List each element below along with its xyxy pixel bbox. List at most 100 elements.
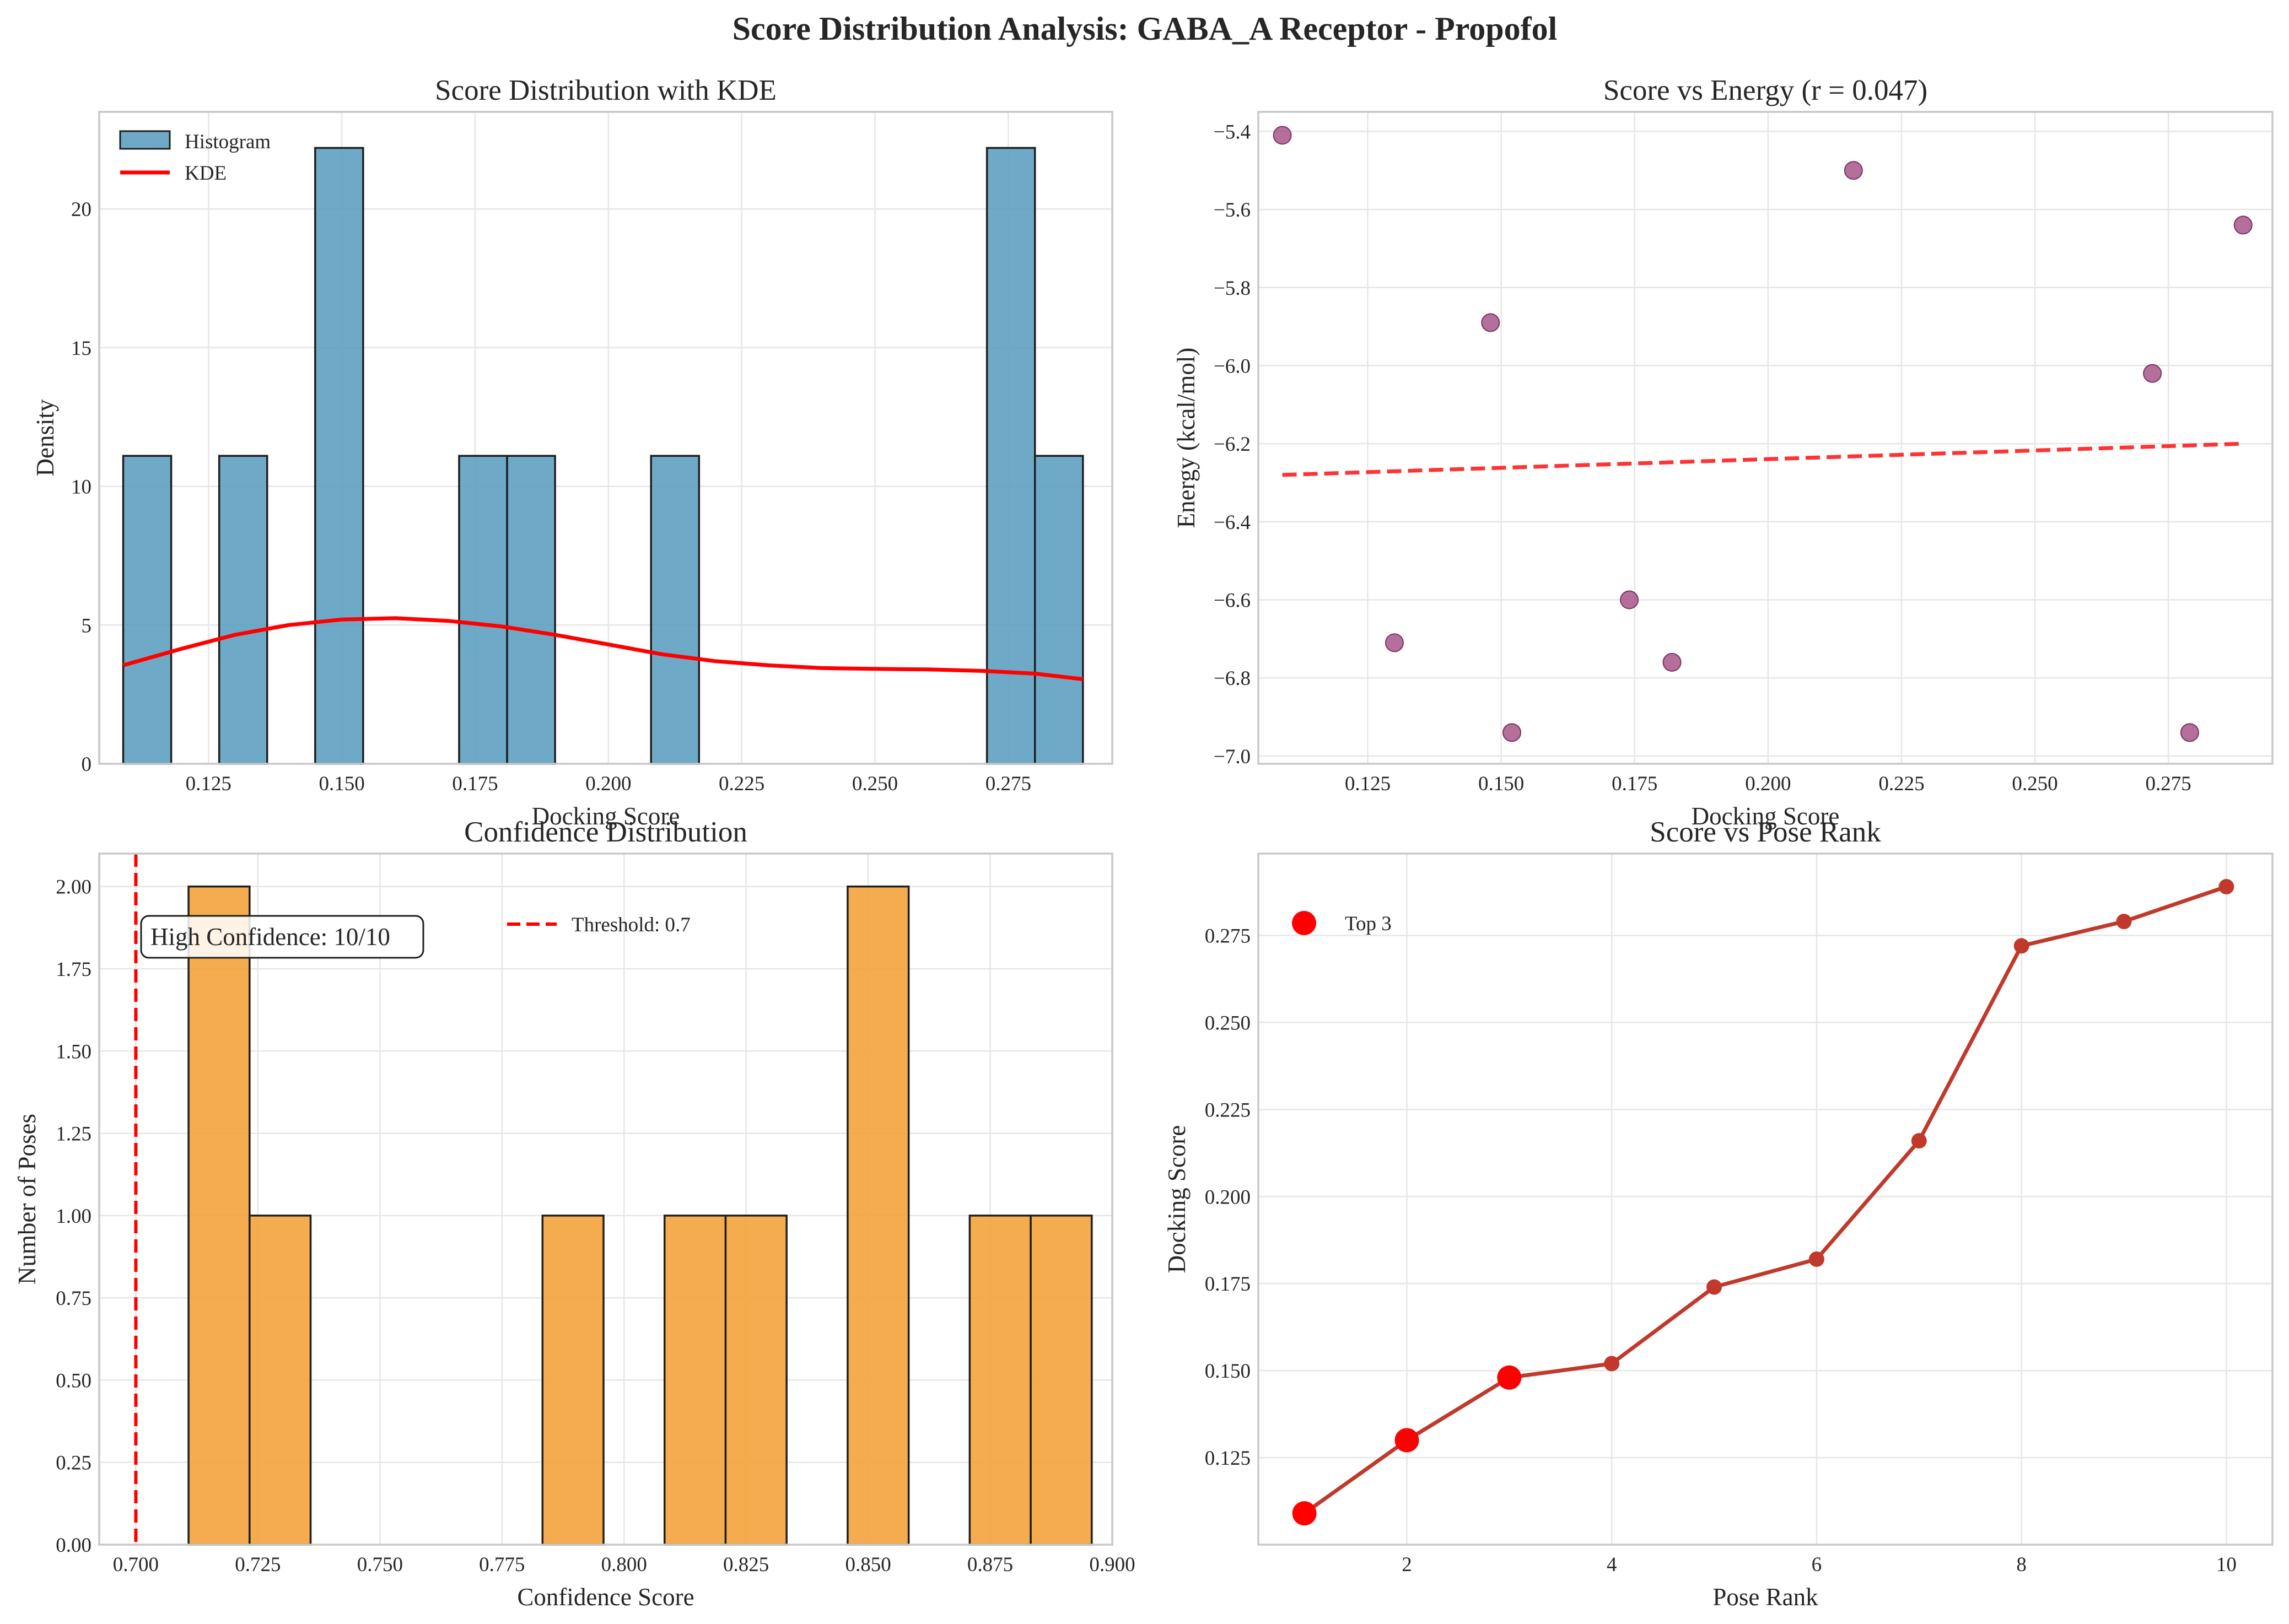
x-tick-label: 0.125 — [186, 773, 231, 795]
confidence-bar — [724, 1215, 788, 1546]
top3-point — [1497, 1365, 1522, 1390]
rank-point — [2013, 938, 2029, 954]
rank-point — [2218, 879, 2234, 895]
confidence-bar — [249, 1215, 312, 1546]
histogram-bar — [1033, 455, 1084, 765]
y-tick-label: 10 — [71, 476, 91, 499]
annotation-high-confidence: High Confidence: 10/10 — [150, 923, 390, 951]
p4-legend: Top 3 — [1292, 911, 1392, 935]
x-tick-label: 0.250 — [852, 773, 898, 795]
top3-point — [1292, 1501, 1317, 1526]
annotation-box — [140, 915, 424, 959]
p3-xticks: 0.700 0.725 0.750 0.775 0.800 0.825 0.850 0.875… — [113, 1553, 1135, 1576]
x-tick-label: 0.900 — [1089, 1553, 1135, 1576]
p3-yticks: 0.00 0.25 0.50 0.75 1.00 1.25 1.50 1.75 2.00 — [56, 876, 91, 1557]
p1-ylabel: Density — [31, 399, 59, 476]
x-tick-label: 0.275 — [985, 773, 1031, 795]
p4-frame — [1257, 853, 2274, 1546]
x-tick-label: 0.225 — [1878, 773, 1924, 795]
x-tick-label: 0.175 — [1612, 773, 1657, 795]
panel-score-distribution: 0.125 0.150 0.175 0.200 0.225 0.250 0.275 0 5 10… — [31, 74, 1113, 830]
histogram-bar — [314, 147, 364, 765]
p1-yticks: 0 5 10 15 20 — [71, 198, 91, 776]
y-tick-label: −6.6 — [1214, 589, 1251, 612]
y-tick-label: −5.4 — [1214, 121, 1251, 143]
rank-point — [1911, 1133, 1927, 1149]
y-tick-label: 0.200 — [1205, 1186, 1251, 1208]
y-tick-label: 0.150 — [1205, 1360, 1251, 1383]
p2-title: Score vs Energy (r = 0.047) — [1603, 74, 1927, 106]
y-tick-label: −6.4 — [1214, 511, 1251, 534]
histogram-bar — [218, 455, 268, 765]
scatter-point — [1844, 161, 1863, 180]
scatter-point — [1620, 590, 1639, 609]
y-tick-label: 0.225 — [1205, 1099, 1251, 1121]
figure-title: Score Distribution Analysis: GABA_A Rece… — [733, 10, 1558, 47]
p2-frame — [1257, 111, 2274, 765]
score-line — [1303, 884, 2227, 1515]
x-tick-label: 0.850 — [845, 1553, 891, 1576]
y-tick-label: −6.0 — [1214, 355, 1251, 377]
y-tick-label: 0.125 — [1205, 1447, 1251, 1470]
x-tick-label: 8 — [2016, 1553, 2027, 1576]
y-tick-label: 15 — [71, 337, 91, 360]
p2-yticks: −7.0 −6.8 −6.6 −6.4 −6.2 −6.0 −5.8 −5.6 −5.4 — [1214, 121, 1251, 768]
rank-point — [2116, 914, 2132, 930]
y-tick-label: 20 — [71, 198, 91, 221]
y-tick-label: 0.75 — [56, 1287, 91, 1310]
confidence-bar — [1030, 1215, 1093, 1546]
p1-legend: Histogram KDE — [119, 130, 271, 185]
p2-grid — [1258, 112, 2272, 764]
p4-xticks: 2 4 6 8 10 — [1402, 1553, 2237, 1576]
histogram-bar — [122, 455, 173, 765]
scatter-point — [2180, 723, 2199, 742]
y-tick-label: 0 — [82, 753, 92, 776]
y-tick-label: −5.8 — [1214, 277, 1251, 300]
y-tick-label: −7.0 — [1214, 746, 1251, 768]
histogram-bar — [650, 455, 701, 765]
panel-score-vs-energy: 0.125 0.150 0.175 0.200 0.225 0.250 0.275 −7.0… — [1172, 74, 2274, 830]
x-tick-label: 6 — [1812, 1553, 1822, 1576]
p1-xticks: 0.125 0.150 0.175 0.200 0.225 0.250 0.275 — [186, 773, 1031, 795]
p3-xlabel: Confidence Score — [517, 1583, 694, 1611]
x-tick-label: 0.725 — [235, 1553, 281, 1576]
y-tick-label: 2.00 — [56, 876, 91, 899]
x-tick-label: 0.875 — [967, 1553, 1013, 1576]
x-tick-label: 0.150 — [1478, 773, 1524, 795]
y-tick-label: 0.175 — [1205, 1273, 1251, 1296]
scatter-point — [1502, 723, 1521, 742]
legend-swatch-histogram — [119, 130, 171, 150]
scatter-point — [1481, 313, 1500, 332]
confidence-bar — [187, 885, 251, 1546]
rank-point — [1808, 1251, 1824, 1267]
p2-points — [1273, 126, 2253, 742]
x-tick-label: 0.750 — [357, 1553, 403, 1576]
y-tick-label: 1.00 — [56, 1205, 91, 1228]
x-tick-label: 10 — [2216, 1553, 2237, 1576]
y-tick-label: 0.00 — [56, 1534, 91, 1557]
p1-title: Score Distribution with KDE — [435, 74, 777, 106]
y-tick-label: 1.50 — [56, 1040, 91, 1063]
p3-ylabel: Number of Poses — [13, 1114, 41, 1285]
top3-point — [1394, 1428, 1419, 1453]
x-tick-label: 0.225 — [719, 773, 764, 795]
p2-xticks: 0.125 0.150 0.175 0.200 0.225 0.250 0.275 — [1345, 773, 2191, 795]
x-tick-label: 0.150 — [319, 773, 365, 795]
p4-grid — [1258, 854, 2272, 1545]
rank-point — [1706, 1279, 1722, 1295]
histogram-bar — [506, 455, 556, 765]
y-tick-label: −6.8 — [1214, 667, 1251, 690]
scatter-point — [2143, 364, 2162, 383]
legend-swatch-top3 — [1292, 911, 1316, 935]
legend-label-kde: KDE — [185, 162, 227, 185]
legend-label-top3: Top 3 — [1345, 913, 1392, 935]
p2-ylabel: Energy (kcal/mol) — [1172, 348, 1200, 528]
x-tick-label: 0.775 — [479, 1553, 525, 1576]
y-tick-label: 5 — [82, 614, 92, 637]
rank-point — [1604, 1356, 1620, 1372]
p4-yticks: 0.125 0.150 0.175 0.200 0.225 0.250 0.275 — [1205, 925, 1251, 1470]
p4-xlabel: Pose Rank — [1712, 1583, 1818, 1611]
y-tick-label: 0.25 — [56, 1452, 91, 1475]
p4-line — [1303, 884, 2227, 1515]
